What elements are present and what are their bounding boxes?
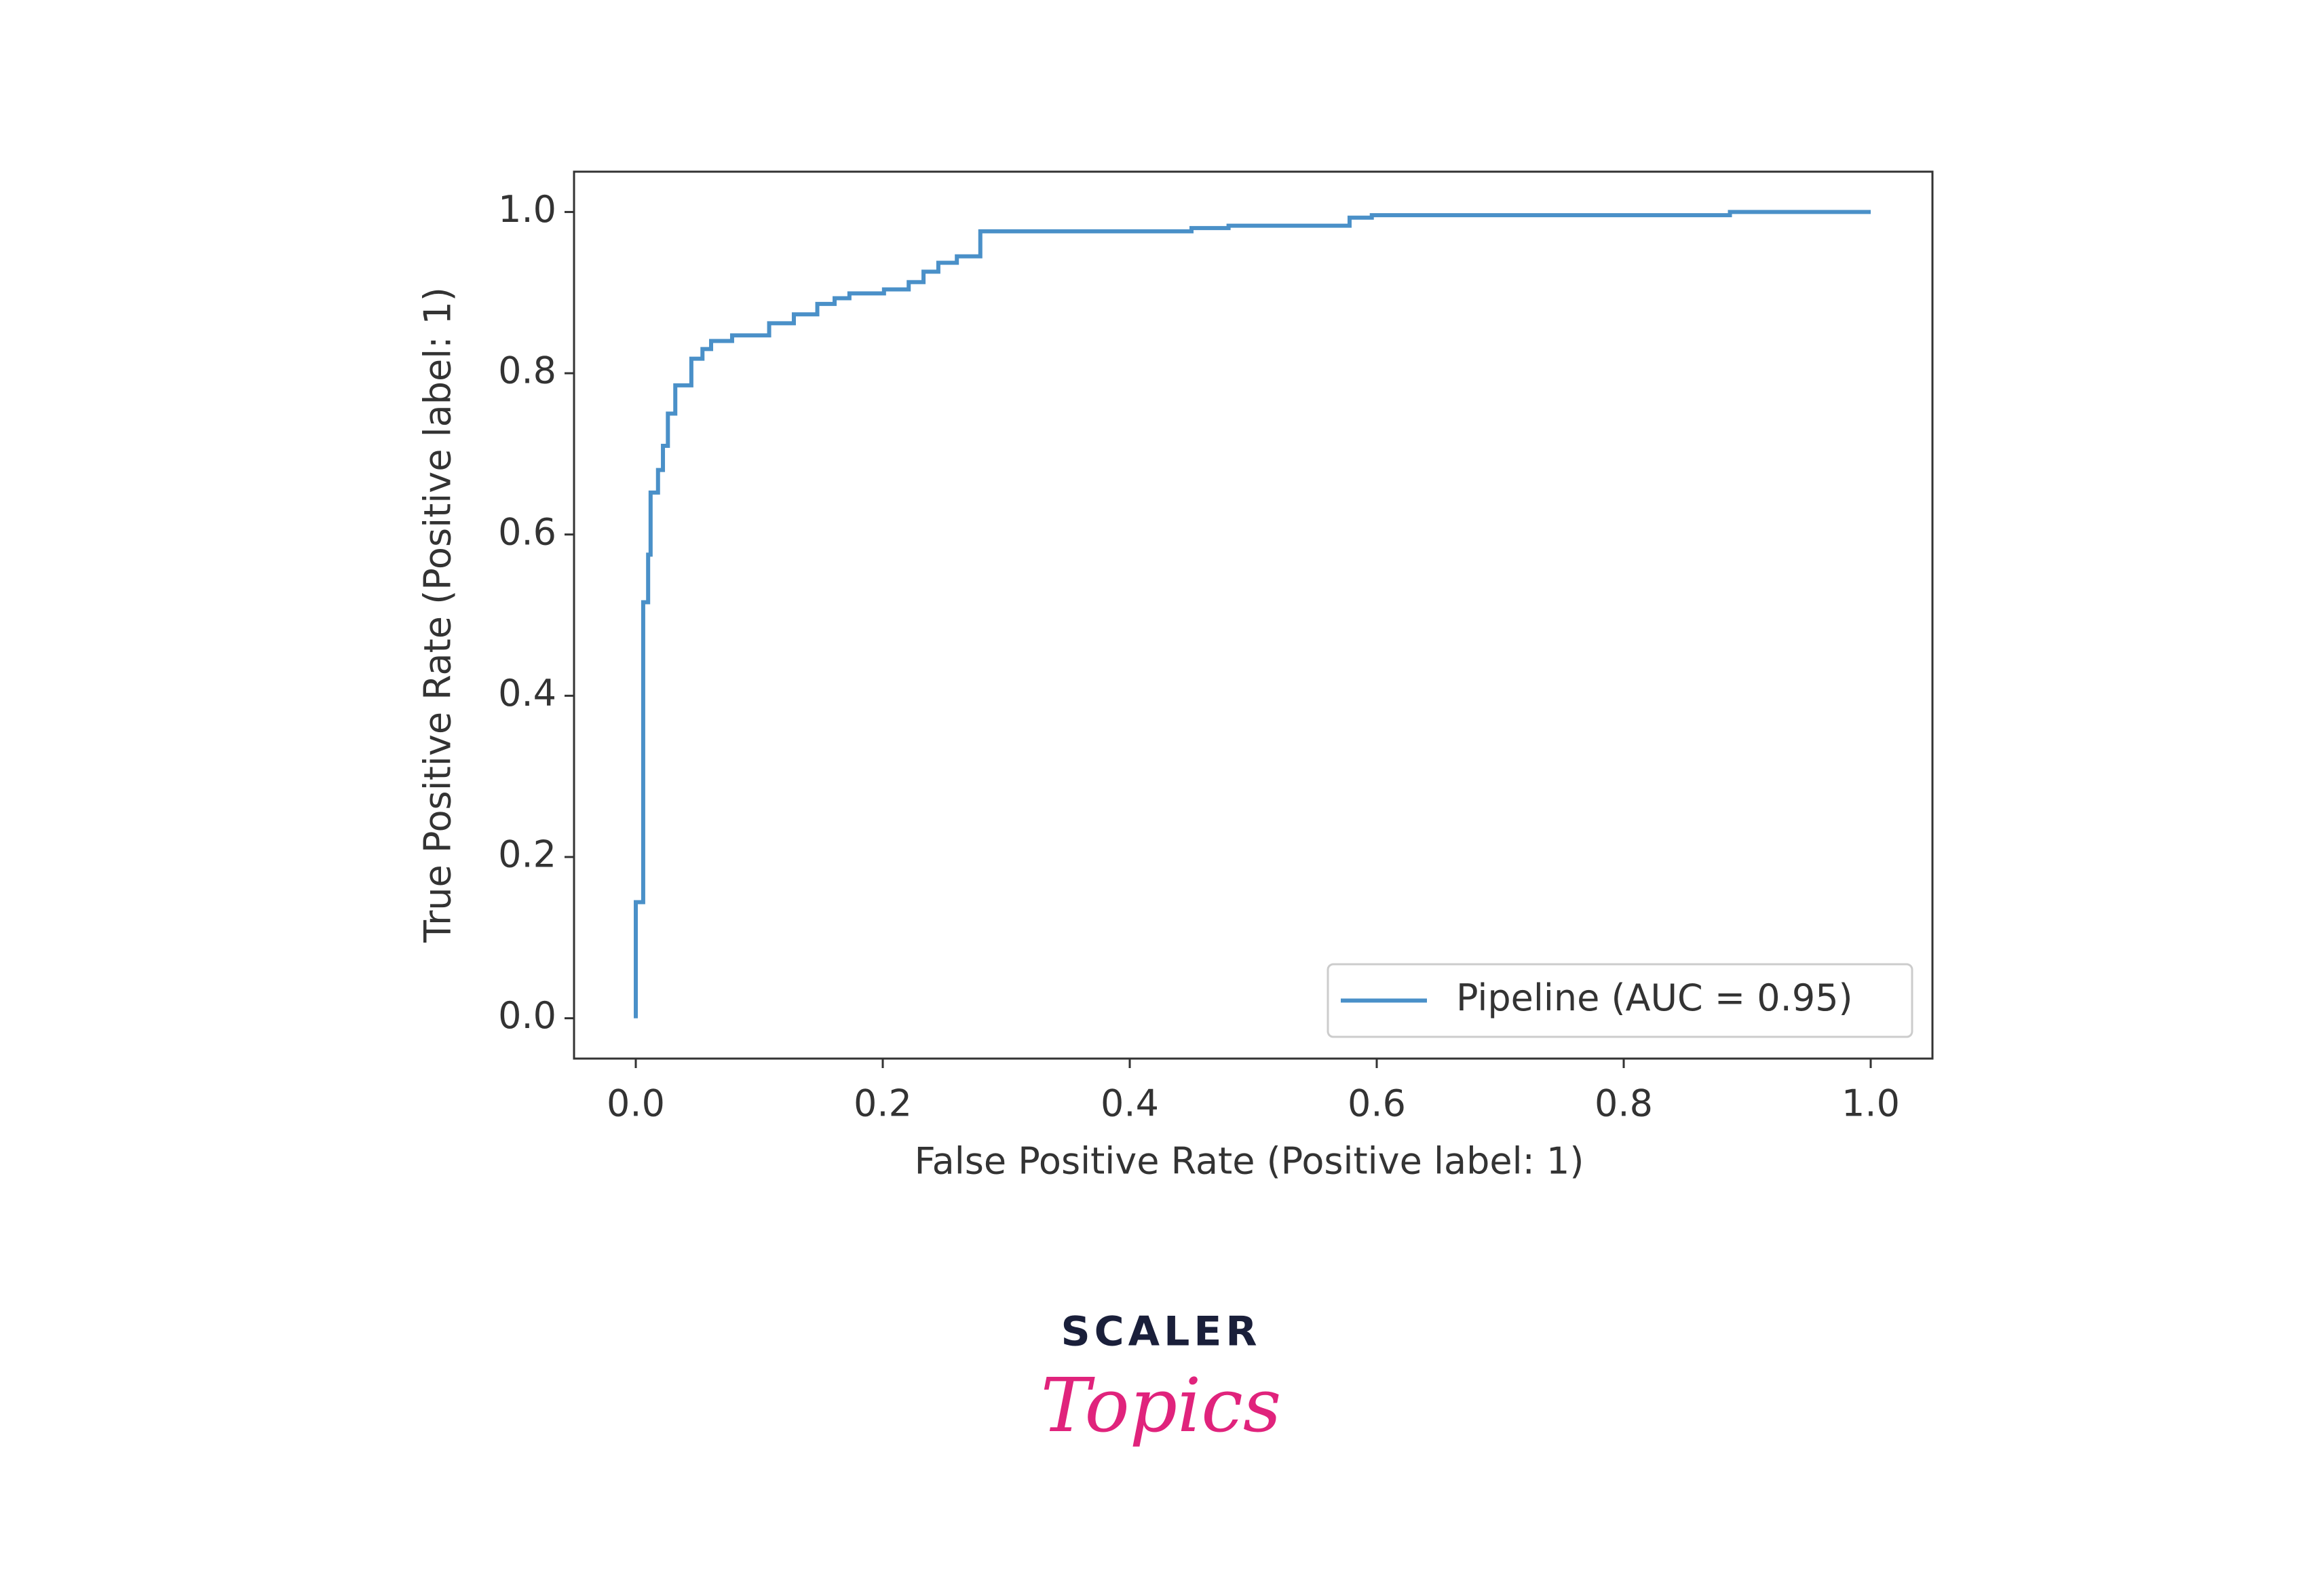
y-tick-label: 0.4 [498, 672, 556, 715]
y-tick-label: 0.6 [498, 510, 556, 553]
y-tick-label: 0.2 [498, 833, 556, 876]
axes-frame [573, 170, 1934, 1060]
x-tick-label: 1.0 [1842, 1082, 1900, 1125]
x-tick-label: 0.2 [854, 1082, 912, 1125]
x-tick-label: 0.0 [607, 1082, 665, 1125]
legend-label: Pipeline (AUC = 0.95) [1456, 976, 1853, 1019]
y-tick-label: 0.0 [498, 994, 556, 1037]
x-tick-label: 0.4 [1101, 1082, 1159, 1125]
y-tick-label: 1.0 [498, 188, 556, 231]
y-tick-label: 0.8 [498, 349, 556, 392]
x-axis-label: False Positive Rate (Positive label: 1) [915, 1140, 1584, 1183]
roc-curve [634, 210, 1871, 1019]
y-axis-label: True Positive Rate (Positive label: 1) [417, 287, 459, 943]
x-tick-label: 0.8 [1595, 1082, 1653, 1125]
legend-box [1327, 963, 1913, 1038]
logo-brand: SCALER [1061, 1308, 1261, 1356]
x-tick-label: 0.6 [1348, 1082, 1406, 1125]
logo-product: Topics [1041, 1362, 1282, 1449]
